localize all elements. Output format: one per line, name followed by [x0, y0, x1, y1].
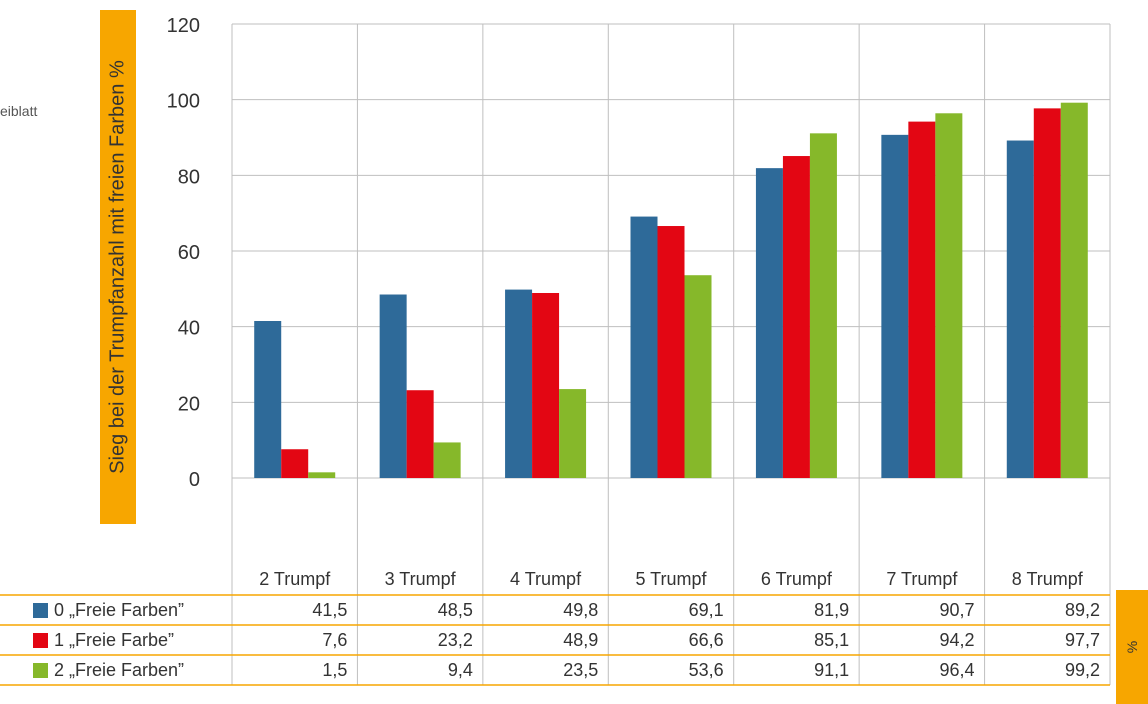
table-value: 69,1 [689, 600, 724, 620]
bar [308, 472, 336, 478]
table-value: 96,4 [940, 660, 975, 680]
bar [433, 442, 461, 478]
y-tick-label: 60 [178, 242, 200, 264]
bar [379, 294, 407, 478]
bar [1033, 108, 1061, 478]
table-value: 97,7 [1065, 630, 1100, 650]
table-value: 49,8 [563, 600, 598, 620]
table-value: 9,4 [448, 660, 473, 680]
legend-swatch [33, 633, 48, 648]
table-value: 99,2 [1065, 660, 1100, 680]
bar [755, 168, 783, 478]
x-tick-label: 7 Trumpf [886, 569, 958, 589]
bar [684, 275, 712, 478]
table-value: 81,9 [814, 600, 849, 620]
cropped-side-text: eiblatt [0, 103, 38, 119]
y-axis-title-box [100, 10, 136, 524]
table-value: 85,1 [814, 630, 849, 650]
bar [782, 156, 810, 478]
y-tick-label: 100 [167, 91, 200, 113]
bar [1006, 140, 1034, 478]
x-tick-label: 3 Trumpf [385, 569, 457, 589]
y-tick-label: 0 [189, 469, 200, 491]
table-value: 48,9 [563, 630, 598, 650]
table-value: 7,6 [322, 630, 347, 650]
legend-label: 2 „Freie Farben” [54, 660, 184, 680]
bar [908, 121, 936, 479]
bar [254, 320, 282, 478]
table-value: 89,2 [1065, 600, 1100, 620]
bar [809, 133, 837, 479]
x-tick-label: 2 Trumpf [259, 569, 331, 589]
y-tick-label: 120 [167, 15, 200, 37]
table-value: 41,5 [312, 600, 347, 620]
legend-swatch [33, 663, 48, 678]
legend-label: 0 „Freie Farben” [54, 600, 184, 620]
legend-label: 1 „Freie Farbe” [54, 630, 174, 650]
y-tick-label: 80 [178, 166, 200, 188]
bar [505, 289, 533, 478]
table-value: 94,2 [940, 630, 975, 650]
x-tick-label: 6 Trumpf [761, 569, 833, 589]
bar [657, 226, 685, 478]
bar [881, 134, 909, 478]
legend-swatch [33, 603, 48, 618]
table-value: 66,6 [689, 630, 724, 650]
table-value: 1,5 [322, 660, 347, 680]
bar [281, 449, 309, 478]
bar [1060, 102, 1088, 479]
bar [559, 389, 587, 478]
x-tick-label: 5 Trumpf [635, 569, 707, 589]
unit-tab-label: % [1124, 640, 1140, 654]
unit-tab: % [1116, 590, 1148, 704]
bar [532, 292, 560, 478]
y-tick-label: 40 [178, 318, 200, 340]
y-tick-label: 20 [178, 393, 200, 415]
table-value: 90,7 [940, 600, 975, 620]
table-value: 23,2 [438, 630, 473, 650]
table-value: 48,5 [438, 600, 473, 620]
bar [630, 216, 658, 479]
table-value: 53,6 [689, 660, 724, 680]
table-value: 23,5 [563, 660, 598, 680]
bar [406, 390, 434, 478]
x-tick-label: 4 Trumpf [510, 569, 582, 589]
bar [935, 113, 963, 478]
x-tick-label: 8 Trumpf [1012, 569, 1084, 589]
table-value: 91,1 [814, 660, 849, 680]
